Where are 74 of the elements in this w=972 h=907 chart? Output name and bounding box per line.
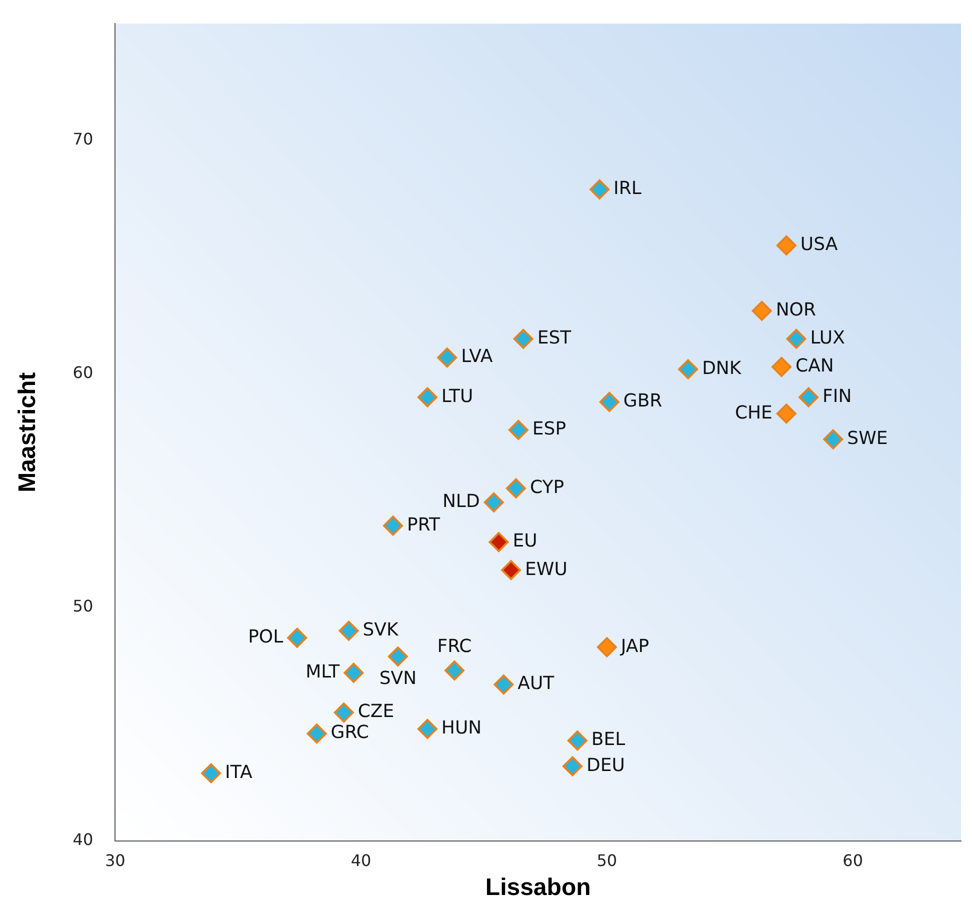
point xyxy=(388,646,408,666)
point xyxy=(383,516,404,536)
point xyxy=(513,328,534,349)
annotation: ESP xyxy=(532,418,566,440)
point xyxy=(488,532,509,552)
point xyxy=(287,628,308,648)
point xyxy=(599,392,620,412)
point xyxy=(417,387,438,408)
annotation: MLT xyxy=(306,662,341,683)
annotation: NLD xyxy=(442,491,480,512)
point xyxy=(484,492,504,512)
point xyxy=(494,674,514,695)
point xyxy=(334,702,354,723)
x-tick-label: 50 xyxy=(596,850,618,870)
annotation: FRC xyxy=(437,636,472,658)
annotation: POL xyxy=(248,626,284,648)
x-tick-label: 40 xyxy=(350,850,372,870)
annotation: NOR xyxy=(776,300,816,321)
annotation: SVK xyxy=(362,619,400,640)
point xyxy=(772,356,792,377)
point xyxy=(752,300,772,321)
annotation: GRC xyxy=(330,722,369,744)
point xyxy=(776,404,796,424)
y-tick-label: 40 xyxy=(72,830,94,850)
annotation: PRT xyxy=(407,514,442,536)
x-tick-label: 30 xyxy=(104,850,126,870)
point xyxy=(590,179,610,200)
annotation: LTU xyxy=(441,386,474,407)
annotation: SVN xyxy=(379,668,417,690)
point xyxy=(201,763,222,784)
annotation: SWE xyxy=(847,428,888,449)
point xyxy=(444,660,464,681)
y-tick-label: 70 xyxy=(72,130,94,149)
annotation: LVA xyxy=(461,346,494,368)
annotation: HUN xyxy=(441,718,482,739)
annotation: DEU xyxy=(586,754,625,776)
annotation: EWU xyxy=(525,558,568,580)
annotation: GBR xyxy=(623,390,662,412)
annotation: DNK xyxy=(702,358,742,379)
y-tick-label: 60 xyxy=(72,363,94,382)
point xyxy=(678,359,698,380)
point xyxy=(562,756,583,776)
point xyxy=(786,328,806,349)
annotation: USA xyxy=(800,234,838,256)
annotation: AUT xyxy=(518,673,556,694)
point xyxy=(501,560,522,580)
point xyxy=(506,478,526,498)
y-axis-title: Maastricht xyxy=(14,372,42,492)
annotation: EST xyxy=(537,328,572,349)
annotation: CYP xyxy=(530,477,564,498)
point xyxy=(508,420,528,440)
annotation: CAN xyxy=(796,356,834,377)
annotation: LUX xyxy=(810,328,845,349)
point xyxy=(306,724,327,744)
point xyxy=(567,730,588,751)
annotation: CZE xyxy=(358,701,394,722)
point xyxy=(776,235,796,256)
x-axis-title: Lissabon xyxy=(485,874,591,902)
x-tick-label: 60 xyxy=(842,850,863,870)
annotation: FIN xyxy=(822,386,852,407)
y-tick-label: 50 xyxy=(72,596,94,616)
point xyxy=(417,718,438,739)
point xyxy=(344,662,364,683)
annotation: ITA xyxy=(225,762,253,783)
point xyxy=(596,637,617,658)
annotation: IRL xyxy=(614,178,642,200)
point xyxy=(798,387,819,408)
annotation: EU xyxy=(512,530,538,552)
annotation: BEL xyxy=(591,729,626,750)
point xyxy=(823,429,844,450)
annotation: CHE xyxy=(734,402,772,424)
point xyxy=(437,348,458,368)
annotation: JAP xyxy=(620,636,650,657)
point xyxy=(338,620,359,641)
